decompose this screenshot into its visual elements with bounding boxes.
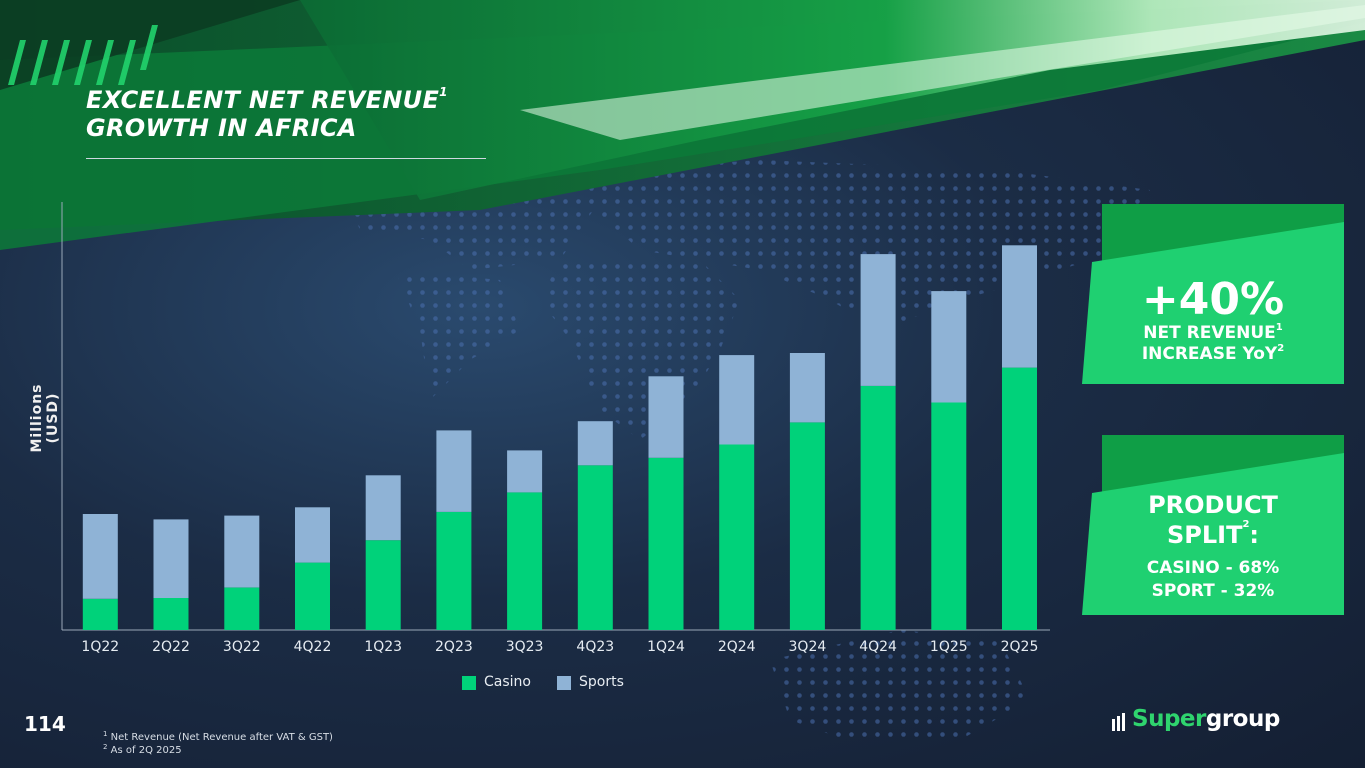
kpi-growth-label-line2: INCREASE YoY2 bbox=[1082, 344, 1344, 365]
x-tick-label: 1Q24 bbox=[647, 639, 685, 655]
logo-bars-icon bbox=[1112, 713, 1125, 731]
bar-casino-3q22 bbox=[224, 587, 260, 630]
bar-casino-1q23 bbox=[365, 540, 401, 630]
x-tick-label: 2Q23 bbox=[435, 639, 473, 655]
slide-title: EXCELLENT NET REVENUE1 GROWTH IN AFRICA bbox=[86, 86, 448, 142]
chart-bars bbox=[82, 245, 1037, 630]
footnote-2-num: 2 bbox=[103, 743, 108, 751]
legend-label-sports: Sports bbox=[579, 674, 624, 690]
kpi-card-net-revenue: +40% NET REVENUE1 INCREASE YoY2 bbox=[1082, 204, 1344, 384]
bar-casino-2q23 bbox=[436, 511, 472, 630]
bar-sports-4q22 bbox=[295, 507, 330, 563]
page-number: 114 bbox=[24, 712, 66, 736]
x-tick-label: 1Q22 bbox=[81, 639, 119, 655]
bar-sports-2q22 bbox=[153, 519, 189, 598]
bar-sports-3q24 bbox=[789, 353, 825, 423]
x-tick-label: 4Q24 bbox=[859, 639, 897, 655]
footnote-2-text: As of 2Q 2025 bbox=[110, 745, 182, 756]
x-tick-label: 2Q24 bbox=[718, 639, 756, 655]
bar-casino-3q23 bbox=[507, 492, 543, 630]
bar-casino-2q25 bbox=[1002, 367, 1037, 630]
bar-sports-1q25 bbox=[931, 291, 967, 403]
bar-sports-1q22 bbox=[82, 514, 118, 599]
bar-casino-2q22 bbox=[153, 598, 189, 630]
bar-sports-2q25 bbox=[1002, 245, 1037, 368]
kpi-growth-label-text1: NET REVENUE bbox=[1143, 323, 1276, 343]
bar-casino-1q22 bbox=[82, 598, 118, 630]
kpi-split-title-text: SPLIT bbox=[1166, 521, 1243, 549]
logo-wordmark: Supergroup bbox=[1132, 706, 1280, 732]
bar-sports-3q22 bbox=[224, 515, 260, 588]
kpi-split-sport: SPORT - 32% bbox=[1151, 581, 1275, 601]
kpi-growth-value: +40% bbox=[1141, 274, 1285, 325]
bar-casino-1q25 bbox=[931, 402, 967, 630]
x-tick-label: 3Q23 bbox=[506, 639, 544, 655]
kpi-growth-label-text2: INCREASE YoY bbox=[1141, 344, 1278, 364]
x-axis-ticks: 1Q22 2Q22 3Q22 4Q22 1Q23 2Q23 3Q23 4Q23 1Q24 2Q24… bbox=[81, 639, 1038, 655]
kpi-growth-ref1: 1 bbox=[1275, 322, 1283, 333]
x-tick-label: 3Q22 bbox=[223, 639, 261, 655]
kpi-growth-label-line1: NET REVENUE1 bbox=[1082, 323, 1344, 344]
kpi-split-ref: 2 bbox=[1242, 519, 1250, 530]
x-tick-label: 1Q25 bbox=[930, 639, 968, 655]
logo-word-group: group bbox=[1205, 706, 1280, 732]
kpi-growth-ref2: 2 bbox=[1277, 343, 1285, 354]
kpi-split-colon: : bbox=[1249, 521, 1260, 549]
footnote-1-text: Net Revenue (Net Revenue after VAT & GST… bbox=[110, 732, 333, 743]
x-tick-label: 4Q22 bbox=[294, 639, 332, 655]
bar-sports-2q24 bbox=[719, 355, 755, 445]
bar-casino-2q24 bbox=[719, 444, 755, 630]
title-footnote-ref: 1 bbox=[439, 85, 448, 99]
kpi-split-title-line1: PRODUCT bbox=[1148, 491, 1278, 519]
bar-sports-2q23 bbox=[436, 430, 472, 512]
bar-casino-4q22 bbox=[295, 562, 330, 630]
footnote-2: 2 As of 2Q 2025 bbox=[103, 744, 333, 757]
bar-sports-4q23 bbox=[577, 421, 613, 466]
footnote-1: 1 Net Revenue (Net Revenue after VAT & G… bbox=[103, 731, 333, 744]
bar-sports-3q23 bbox=[507, 450, 543, 493]
x-tick-label: 2Q22 bbox=[152, 639, 190, 655]
legend-label-casino: Casino bbox=[484, 674, 531, 690]
logo-word-super: Super bbox=[1132, 706, 1206, 732]
bar-sports-4q24 bbox=[860, 254, 896, 386]
x-tick-label: 2Q25 bbox=[1001, 639, 1039, 655]
kpi-card-shape bbox=[1082, 204, 1344, 384]
title-line2: GROWTH IN AFRICA bbox=[86, 114, 357, 142]
legend-swatch-sports bbox=[557, 676, 571, 690]
legend-swatch-casino bbox=[462, 676, 476, 690]
bar-casino-4q23 bbox=[577, 465, 613, 630]
bar-casino-4q24 bbox=[860, 385, 896, 630]
footnotes: 1 Net Revenue (Net Revenue after VAT & G… bbox=[103, 731, 333, 757]
x-tick-label: 3Q24 bbox=[789, 639, 827, 655]
kpi-card-product-split: PRODUCT SPLIT2: CASINO - 68% SPORT - 32% bbox=[1082, 435, 1344, 615]
x-tick-label: 4Q23 bbox=[576, 639, 614, 655]
x-tick-label: 1Q23 bbox=[364, 639, 402, 655]
kpi-card-shape bbox=[1082, 435, 1344, 615]
bar-sports-1q23 bbox=[365, 475, 401, 541]
bar-casino-3q24 bbox=[789, 422, 825, 630]
bar-sports-1q24 bbox=[648, 376, 684, 458]
kpi-split-casino: CASINO - 68% bbox=[1146, 558, 1280, 578]
kpi-split-title-line2: SPLIT2: bbox=[1082, 520, 1344, 550]
footnote-1-num: 1 bbox=[103, 730, 108, 738]
y-axis-label: Millions (USD) bbox=[29, 383, 61, 453]
title-line1: EXCELLENT NET REVENUE bbox=[86, 86, 440, 114]
title-underline bbox=[86, 158, 486, 159]
bar-casino-1q24 bbox=[648, 457, 684, 630]
